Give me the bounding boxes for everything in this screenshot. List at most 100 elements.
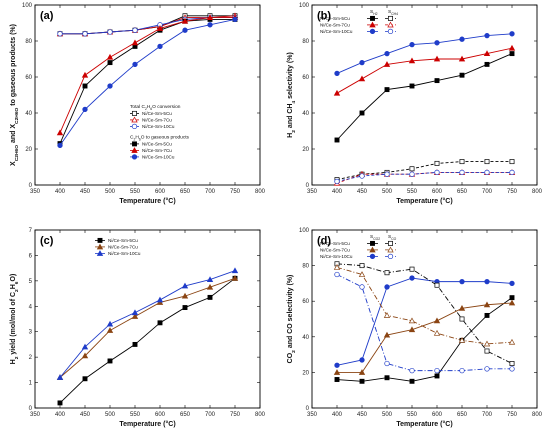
x-tick-label: 450 — [80, 189, 91, 195]
data-point — [459, 316, 465, 322]
legend: SH2 SCH4 Ni/Ce-Sm-5Cu Ni/Ce-Sm-7CuNi/Ce-Sm-… — [320, 9, 398, 35]
legend-marker — [387, 246, 394, 253]
legend: Total C2H6O conversionNi/Ce-Sm-5CuNi/Ce-… — [130, 104, 190, 160]
legend-marker — [387, 21, 394, 28]
data-point — [206, 14, 214, 21]
data-point — [484, 348, 490, 354]
data-point — [206, 283, 214, 290]
data-point — [509, 169, 515, 176]
data-point — [81, 71, 89, 78]
data-point — [358, 75, 366, 82]
data-point — [333, 264, 341, 270]
x-axis-title: Temperature (°C) — [119, 197, 175, 205]
data-point — [408, 317, 416, 324]
data-point — [434, 40, 440, 46]
x-tick-label: 800 — [255, 189, 266, 195]
series-d-2 — [334, 275, 515, 368]
data-point — [484, 32, 490, 39]
legend-marker — [369, 253, 376, 260]
data-point — [231, 267, 239, 274]
data-point — [434, 367, 440, 374]
data-point — [509, 280, 515, 287]
data-point — [334, 377, 340, 382]
y-tick-label: 100 — [22, 3, 33, 9]
x-tick-label: 450 — [357, 189, 368, 195]
data-point — [334, 362, 340, 368]
x-tick-label: 550 — [407, 189, 418, 195]
data-point — [458, 55, 466, 62]
data-point — [131, 309, 139, 316]
series-d-0 — [334, 295, 515, 384]
y-tick-label: 80 — [302, 39, 309, 45]
data-point — [384, 50, 390, 57]
data-point — [82, 31, 88, 37]
data-point — [458, 304, 466, 311]
legend-label: Ni/Ce-Sm-7Cu — [142, 148, 172, 153]
data-point — [484, 61, 490, 67]
legend: SCO2 SCO Ni/Ce-Sm-5Cu Ni/Ce-Sm-7CuNi/Ce-Sm-… — [320, 234, 397, 260]
data-point — [409, 367, 415, 374]
data-point — [508, 338, 516, 345]
data-point — [509, 295, 515, 301]
data-point — [182, 305, 188, 311]
data-point — [384, 375, 390, 381]
x-tick-label: 400 — [332, 412, 343, 418]
data-point — [131, 39, 139, 46]
y-tick-label: 40 — [25, 111, 32, 117]
data-point — [157, 320, 163, 326]
panel-label: (d) — [317, 235, 331, 247]
series-line — [336, 33, 513, 74]
series-d-1 — [333, 299, 516, 375]
x-tick-label: 750 — [230, 189, 241, 195]
data-point — [107, 60, 113, 66]
data-point — [408, 326, 416, 333]
series-line — [59, 18, 235, 144]
series-line — [336, 277, 513, 366]
x-tick-label: 400 — [55, 189, 66, 195]
data-point — [359, 173, 365, 179]
x-tick-label: 550 — [407, 412, 418, 418]
x-tick-label: 500 — [382, 412, 393, 418]
legend-label: Ni/Ce-Sm-5Cu — [142, 142, 172, 147]
y-tick-label: 0 — [306, 406, 310, 412]
legend-marker — [387, 253, 394, 260]
y-tick-label: 20 — [302, 370, 309, 376]
y-tick-label: 3 — [29, 330, 33, 336]
y-tick-label: 80 — [302, 264, 309, 270]
data-point — [231, 274, 239, 281]
y-tick-label: 0 — [29, 183, 33, 189]
data-point — [359, 357, 365, 363]
x-tick-label: 750 — [507, 412, 518, 418]
data-point — [483, 301, 491, 308]
x-tick-label: 600 — [155, 412, 166, 418]
legend-marker — [388, 15, 393, 21]
legend-marker — [369, 21, 376, 28]
x-tick-label: 700 — [482, 412, 493, 418]
legend-label: Ni/Ce-Sm-10Cu — [320, 254, 353, 259]
data-point — [459, 36, 465, 42]
data-point — [334, 178, 340, 185]
series-line — [336, 47, 513, 94]
data-point — [333, 369, 341, 375]
legend-marker — [131, 147, 138, 153]
legend-group-title: C2H6O to gaseous products — [130, 135, 190, 142]
y-tick-label: 7 — [29, 228, 33, 234]
data-point — [82, 106, 88, 113]
data-point — [333, 89, 341, 96]
y-tick-label: 100 — [299, 228, 310, 234]
legend-label: Ni/Ce-Sm-10Cu — [142, 155, 175, 160]
series-c-2 — [56, 267, 239, 380]
x-axis-title: Temperature (°C) — [396, 420, 452, 428]
legend-marker — [370, 240, 375, 246]
data-point — [207, 294, 213, 300]
x-tick-label: 650 — [180, 189, 191, 195]
data-point — [459, 169, 465, 176]
legend-label: Ni/Ce-Sm-10Cu — [108, 251, 141, 256]
data-point — [409, 41, 415, 48]
x-tick-label: 450 — [357, 412, 368, 418]
x-tick-label: 550 — [130, 189, 141, 195]
series-line — [59, 18, 236, 146]
legend-label: Ni/Ce-Sm-7Cu — [142, 118, 172, 123]
